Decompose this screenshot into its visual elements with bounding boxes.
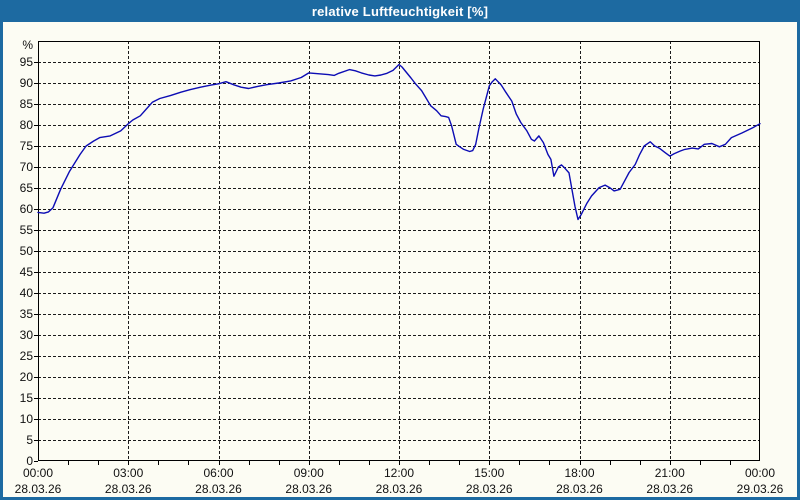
humidity-line bbox=[37, 63, 761, 221]
y-tick-label: 80 bbox=[19, 118, 33, 132]
plot-area bbox=[34, 41, 761, 465]
x-tick-date-label: 28.03.26 bbox=[104, 482, 152, 496]
y-tick-label: 5 bbox=[26, 433, 33, 447]
y-tick-label: 65 bbox=[19, 181, 33, 195]
y-tick-label: 15 bbox=[19, 391, 33, 405]
window-titlebar: relative Luftfeuchtigkeit [%] bbox=[0, 0, 800, 22]
x-tick-date-label: 28.03.26 bbox=[375, 482, 423, 496]
x-tick-time-label: 00:00 bbox=[22, 466, 54, 480]
x-tick-date-label: 28.03.26 bbox=[646, 482, 694, 496]
y-tick-label: 45 bbox=[19, 265, 33, 279]
x-tick-date-label: 28.03.26 bbox=[556, 482, 603, 496]
y-tick-label: 85 bbox=[19, 97, 33, 111]
y-tick-label: 60 bbox=[19, 202, 33, 216]
chart-content: % 0 5 10 15 20 25 30 35 40 45 50 55 60 65 70 75 80 85 90 95… bbox=[3, 22, 797, 497]
y-tick-label: 95 bbox=[19, 55, 33, 69]
x-tick-time-label: 00:00 bbox=[744, 466, 776, 480]
plot-border bbox=[38, 41, 760, 461]
y-tick-label: 50 bbox=[19, 244, 33, 258]
y-tick-label: 35 bbox=[19, 307, 33, 321]
chart-title: relative Luftfeuchtigkeit [%] bbox=[311, 3, 489, 19]
y-axis-unit-label: % bbox=[22, 38, 33, 52]
y-tick-label: 75 bbox=[19, 139, 33, 153]
y-tick-label: 25 bbox=[19, 349, 33, 363]
chart-svg bbox=[34, 41, 761, 465]
x-tick-time-label: 18:00 bbox=[564, 466, 595, 480]
x-tick-date-label: 28.03.26 bbox=[195, 482, 242, 496]
x-tick-date-label: 28.03.26 bbox=[285, 482, 333, 496]
y-tick-label: 70 bbox=[19, 160, 33, 174]
x-tick-time-label: 21:00 bbox=[654, 466, 685, 480]
x-tick-time-label: 06:00 bbox=[203, 466, 234, 480]
x-tick-date-label: 28.03.26 bbox=[14, 482, 62, 496]
x-tick-date-label: 29.03.26 bbox=[736, 482, 784, 496]
y-tick-label: 0 bbox=[26, 454, 33, 468]
y-tick-label: 10 bbox=[19, 412, 33, 426]
y-tick-label: 90 bbox=[19, 76, 33, 90]
x-tick-time-label: 03:00 bbox=[113, 466, 144, 480]
y-tick-label: 20 bbox=[19, 370, 33, 384]
y-tick-label: 55 bbox=[19, 223, 33, 237]
x-tick-time-label: 12:00 bbox=[383, 466, 415, 480]
x-tick-date-label: 28.03.26 bbox=[465, 482, 513, 496]
x-tick-time-label: 09:00 bbox=[293, 466, 324, 480]
y-tick-label: 40 bbox=[19, 286, 33, 300]
x-tick-time-label: 15:00 bbox=[474, 466, 505, 480]
y-tick-label: 30 bbox=[19, 328, 33, 342]
